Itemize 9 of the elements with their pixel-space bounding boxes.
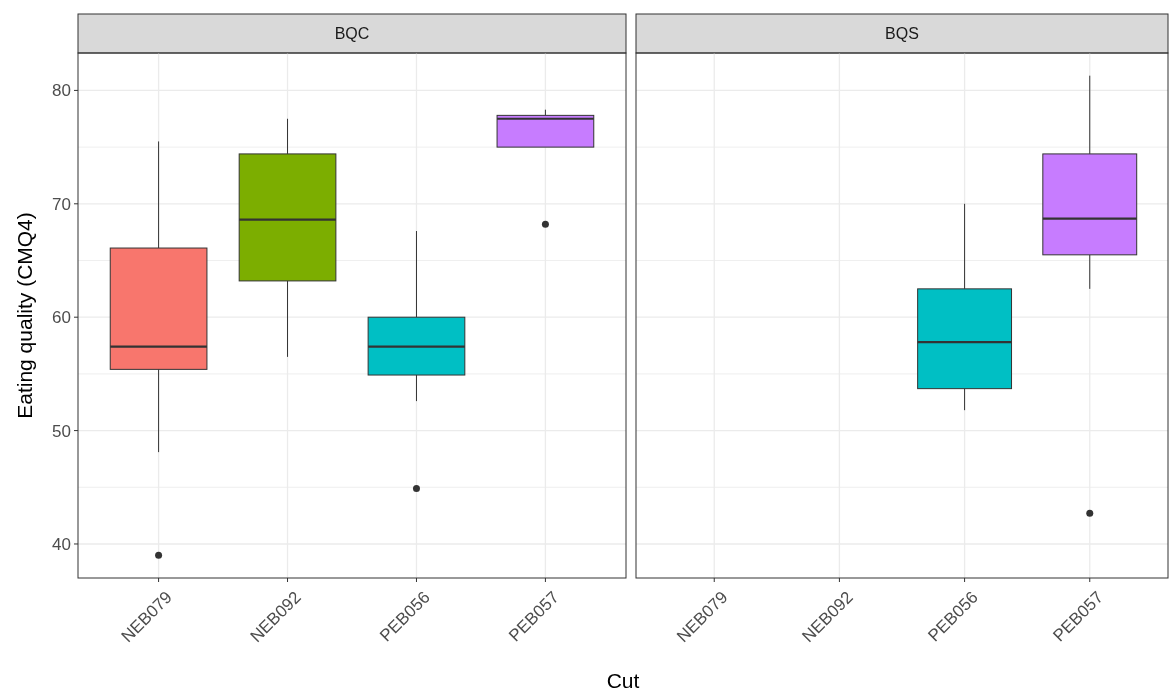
y-axis-title: Eating quality (CMQ4) — [13, 212, 36, 419]
y-tick-label: 40 — [52, 534, 71, 554]
chart-title: BQC — [334, 25, 370, 43]
chart-title: BQS — [885, 25, 919, 43]
x-axis-title: Cut — [606, 669, 640, 691]
y-tick-label: 50 — [52, 421, 71, 441]
y-tick-label: 60 — [52, 308, 71, 328]
y-tick-label: 80 — [52, 81, 71, 101]
y-tick-label: 70 — [52, 194, 71, 214]
